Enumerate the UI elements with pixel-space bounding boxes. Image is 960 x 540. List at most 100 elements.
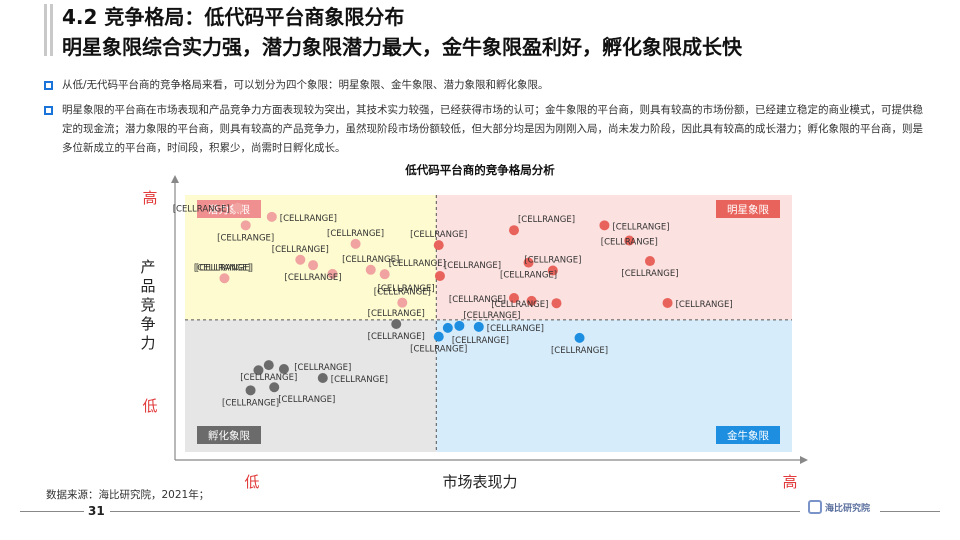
data-point-star (599, 220, 610, 231)
y-axis-low-label: 低 (142, 397, 157, 415)
data-point-potential (327, 268, 338, 279)
data-label: [CELLRANGE] (272, 245, 329, 255)
x-axis-title: 市场表现力 (442, 473, 517, 491)
data-point-star (433, 240, 444, 251)
data-point-cash (454, 320, 465, 331)
brand-logo: 海比研究院 (808, 500, 870, 514)
data-label: [CELLRANGE] (285, 273, 342, 283)
title-decoration (44, 4, 56, 56)
data-label: [CELLRANGE] (500, 271, 557, 281)
data-point-star (508, 293, 519, 304)
data-label: [CELLRANGE] (378, 284, 435, 294)
data-point-star (662, 297, 673, 308)
quadrant-label: 金牛象限 (727, 429, 769, 442)
data-point-potential (219, 273, 230, 284)
data-label: [CELLRANGE] (676, 300, 733, 310)
data-label: [CELLRANGE] (524, 256, 581, 266)
quadrant-label-bg (716, 200, 780, 218)
data-point-incubate (269, 382, 280, 393)
quadrant-label-bg (197, 426, 261, 444)
data-label: [CELLRANGE] (444, 261, 501, 271)
data-point-star (508, 225, 519, 236)
data-point-incubate (253, 365, 264, 376)
bullet-square-icon (44, 106, 53, 115)
data-label: [CELLRANGE] (342, 255, 399, 265)
data-point-star (551, 298, 562, 309)
x-axis-arrow-icon (800, 456, 808, 464)
y-axis-title-char: 力 (140, 334, 155, 352)
data-point-incubate (317, 372, 328, 383)
data-label: [CELLRANGE] (487, 324, 544, 334)
data-point-cash (433, 331, 444, 342)
data-label: [CELLRANGE] (491, 300, 548, 310)
y-axis-title-char: 竞 (140, 296, 155, 314)
data-label: [CELLRANGE] (368, 309, 425, 319)
data-label: [CELLRANGE] (621, 269, 678, 279)
data-point-star (434, 270, 445, 281)
x-axis-high-label: 高 (782, 473, 797, 491)
data-label: [CELLRANGE] (368, 332, 425, 342)
data-label: [CELLRANGE] (410, 230, 467, 240)
data-point-star (523, 257, 534, 268)
data-point-potential (308, 260, 319, 271)
data-label: [CELLRANGE] (222, 398, 279, 408)
page-title: 4.2 竞争格局：低代码平台商象限分布 明星象限综合实力强，潜力象限潜力最大，金… (62, 2, 742, 62)
data-label: [CELLRANGE] (551, 346, 608, 356)
title-line-2: 明星象限综合实力强，潜力象限潜力最大，金牛象限盈利好，孵化象限成长快 (62, 35, 742, 59)
bullet-2-text: 明星象限的平台商在市场表现和产品竞争力方面表现较为突出，其技术实力较强，已经获得… (62, 104, 923, 154)
data-point-cash (473, 321, 484, 332)
data-point-cash (442, 322, 453, 333)
data-point-cash (574, 332, 585, 343)
logo-text: 海比研究院 (825, 503, 871, 514)
bullet-2: 明星象限的平台商在市场表现和产品竞争力方面表现较为突出，其技术实力较强，已经获得… (44, 101, 930, 158)
data-point-star (644, 256, 655, 267)
data-point-potential (266, 211, 277, 222)
y-axis-title-char: 品 (140, 277, 155, 295)
quadrant-label-bg (716, 426, 780, 444)
data-label: [CELLRANGE] (196, 263, 253, 273)
title-line-1: 4.2 竞争格局：低代码平台商象限分布 (62, 5, 405, 29)
data-label: [CELLRANGE] (374, 288, 431, 298)
data-point-potential (295, 254, 306, 265)
quadrant-label: 孵化象限 (208, 429, 250, 442)
data-label: [CELLRANGE] (410, 345, 467, 355)
y-axis-title-char: 产 (140, 258, 155, 276)
data-label: [CELLRANGE] (278, 395, 335, 405)
data-point-incubate (391, 319, 402, 330)
data-label: [CELLRANGE] (280, 214, 337, 224)
data-point-potential (379, 269, 390, 280)
data-label: [CELLRANGE] (601, 237, 658, 247)
bullet-1: 从低/无代码平台商的竞争格局来看，可以划分为四个象限：明星象限、金牛象限、潜力象… (44, 76, 930, 95)
data-point-potential (365, 264, 376, 275)
data-label: [CELLRANGE] (327, 229, 384, 239)
data-point-star (624, 235, 635, 246)
data-point-star (526, 295, 537, 306)
data-label: [CELLRANGE] (389, 259, 446, 269)
data-point-potential (350, 238, 361, 249)
data-label: [CELLRANGE] (518, 215, 575, 225)
y-axis-arrow-icon (171, 175, 179, 183)
data-label: [CELLRANGE] (294, 363, 351, 373)
data-label: [CELLRANGE] (194, 263, 251, 273)
page-number: 31 (88, 504, 105, 518)
data-point-potential (240, 220, 251, 231)
data-point-incubate (263, 360, 274, 371)
data-point-potential (397, 297, 408, 308)
y-axis-high-label: 高 (142, 189, 157, 207)
data-label: [CELLRANGE] (217, 233, 274, 243)
bullet-1-text: 从低/无代码平台商的竞争格局来看，可以划分为四个象限：明星象限、金牛象限、潜力象… (62, 79, 549, 91)
footer-divider (20, 511, 84, 512)
data-label: [CELLRANGE] (612, 222, 669, 232)
x-axis-low-label: 低 (244, 473, 259, 491)
quadrant-label: 明星象限 (727, 204, 769, 216)
footer-divider (110, 511, 800, 512)
data-point-potential (232, 202, 243, 213)
data-point-incubate (278, 363, 289, 374)
data-label: [CELLRANGE] (331, 375, 388, 385)
data-point-incubate (245, 385, 256, 396)
quadrant-label-bg (197, 200, 261, 218)
footer-divider (880, 511, 940, 512)
bullet-square-icon (44, 81, 53, 90)
data-label: [CELLRANGE] (463, 311, 520, 321)
